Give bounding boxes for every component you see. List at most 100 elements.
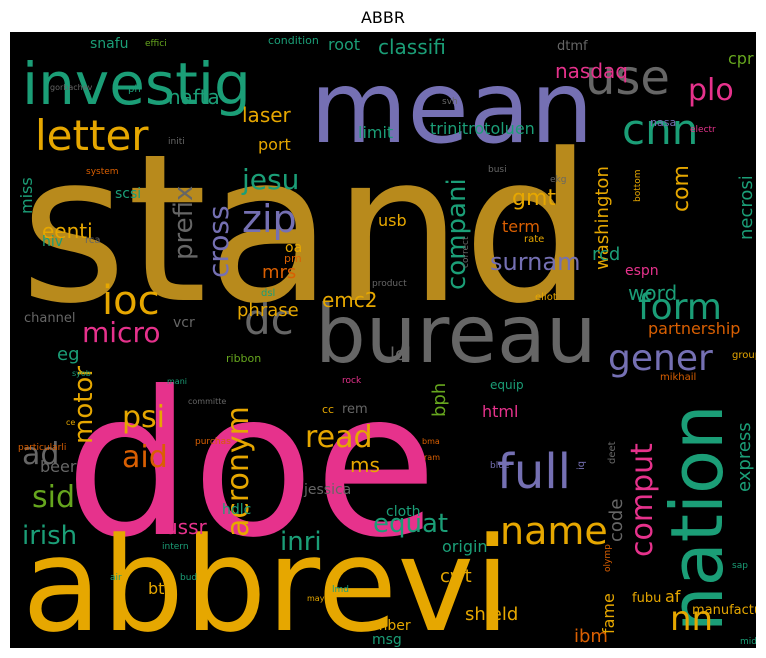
cloud-word-shield: shield — [465, 604, 518, 625]
cloud-word-lol: lol — [390, 344, 411, 365]
cloud-word-channel: channel — [24, 311, 75, 326]
cloud-word-msg: msg — [372, 632, 402, 648]
cloud-word-rem: rem — [342, 402, 368, 417]
cloud-word-letter: letter — [35, 111, 149, 160]
cloud-word-inri: inri — [280, 527, 322, 557]
cloud-word-cc: cc — [322, 403, 334, 416]
cloud-word-plo: plo — [688, 73, 734, 108]
cloud-word-scsi: scsi — [115, 186, 141, 202]
cloud-word-pm: pm — [284, 252, 302, 265]
cloud-word-equat: equat — [373, 509, 448, 539]
cloud-word-svh: svh — [442, 97, 458, 107]
cloud-word-emc2: emc2 — [322, 288, 378, 312]
cloud-word-ce: ce — [66, 418, 75, 427]
cloud-word-form: form — [638, 287, 722, 328]
cloud-word-ioc: ioc — [102, 278, 160, 324]
cloud-word-purchas: purchas — [195, 437, 231, 447]
cloud-word-ad: ad — [22, 437, 59, 472]
cloud-word-partnership: partnership — [648, 319, 740, 338]
cloud-word-eg: eg — [57, 344, 80, 365]
cloud-word-product: product — [372, 279, 407, 289]
cloud-word-blue: blue — [490, 461, 510, 471]
cloud-word-hiv: hiv — [42, 234, 63, 250]
cloud-word-rcd: rcd — [592, 244, 620, 265]
cloud-word-gmt: gmt — [512, 186, 556, 211]
cloud-word-full: full — [497, 444, 571, 500]
cloud-word-com: com — [669, 165, 694, 212]
cloud-word-olymp: olymp — [603, 544, 613, 572]
cloud-word-use: use — [585, 50, 670, 106]
cloud-word-cpr: cpr — [728, 49, 754, 68]
cloud-word-word: word — [628, 281, 677, 305]
cloud-word-vcr: vcr — [173, 315, 195, 331]
cloud-word-busi: busi — [488, 165, 507, 175]
cloud-word-ph: ph — [128, 84, 141, 95]
cloud-word-cloth: cloth — [386, 504, 421, 520]
cloud-word-bph: bph — [429, 383, 450, 417]
cloud-word-trinitrotoluen: trinitrotoluen — [430, 119, 535, 138]
cloud-word-abbrevi: abbrevi — [22, 509, 510, 648]
cloud-word-washington: washington — [592, 166, 613, 270]
cloud-word-surnam: surnam — [490, 248, 580, 276]
cloud-word-electr: electr — [690, 125, 716, 135]
cloud-word-nn: nn — [670, 599, 713, 639]
cloud-word-rate: rate — [524, 234, 544, 245]
cloud-word-fubu: fubu — [632, 591, 661, 606]
cloud-word-gorbachev: gorbachev — [50, 83, 93, 92]
cloud-word-bma: bma — [422, 437, 440, 446]
cloud-word-dsl: dsl — [261, 288, 275, 299]
cloud-word-bottom: bottom — [633, 169, 643, 202]
cloud-word-term: term — [502, 217, 540, 236]
cloud-word-bureau: bureau — [315, 288, 597, 381]
cloud-word-mani: mani — [167, 377, 187, 386]
cloud-word-mean: mean — [310, 49, 594, 166]
cloud-word-nasa: nasa — [650, 116, 676, 129]
cloud-word-gener: gener — [608, 338, 713, 379]
cloud-word-compani: compani — [442, 178, 472, 290]
cloud-word-dc: dc — [244, 295, 294, 344]
cloud-word-correct: correct — [461, 236, 471, 268]
cloud-word-lmd: lmd — [332, 585, 349, 595]
cloud-word-initi: initi — [168, 137, 185, 147]
cloud-word-ekg: ekg — [550, 175, 566, 185]
cloud-word-ram: ram — [424, 453, 440, 462]
cloud-word-nation: nation — [655, 404, 739, 632]
cloud-word-group: group — [732, 350, 756, 361]
cloud-word-oa: oa — [285, 240, 302, 256]
cloud-word-cwt: cwt — [440, 566, 472, 587]
cloud-word-fame: fame — [599, 593, 618, 634]
cloud-word-necrosi: necrosi — [736, 175, 756, 240]
cloud-word-stand: stand — [20, 111, 593, 349]
word-cloud-canvas: stand doe abbrevi mean bureau investig nation u… — [10, 32, 756, 648]
cloud-word-phrase: phrase — [237, 300, 299, 321]
cloud-word-sid: sid — [32, 480, 75, 515]
cloud-word-port: port — [258, 135, 291, 154]
cloud-word-espn: espn — [625, 263, 659, 279]
cloud-word-mrs: mrs — [262, 262, 296, 283]
cloud-word-sap: sap — [732, 561, 748, 571]
cloud-word-intern: intern — [162, 542, 189, 552]
cloud-word-irish: irish — [22, 521, 77, 551]
cloud-word-origin: origin — [442, 537, 488, 556]
cloud-word-dtmf: dtmf — [557, 39, 588, 54]
chart-title: ABBR — [360, 8, 405, 27]
cloud-word-html: html — [482, 402, 518, 421]
cloud-word-condition: condition — [268, 34, 319, 47]
cloud-word-system: system — [86, 167, 119, 177]
cloud-word-air: air — [110, 573, 122, 583]
cloud-word-read: read — [305, 420, 373, 455]
cloud-word-snafu: snafu — [90, 36, 129, 52]
cloud-word-middl: middl — [740, 637, 756, 647]
cloud-word-manufactur: manufactur — [692, 603, 756, 618]
cloud-word-particularli: particularli — [18, 443, 66, 453]
cloud-word-name: name — [500, 509, 608, 553]
cloud-word-cnn: cnn — [622, 105, 698, 154]
cloud-word-committe: committe — [188, 397, 226, 406]
cloud-word-aid: aid — [122, 440, 168, 475]
cloud-word-af: af — [665, 587, 681, 606]
cloud-word-iq: iq — [576, 461, 587, 470]
cloud-word-investig: investig — [22, 50, 251, 118]
cloud-word-ms: ms — [350, 453, 380, 477]
cloud-word-motor: motor — [69, 366, 99, 444]
